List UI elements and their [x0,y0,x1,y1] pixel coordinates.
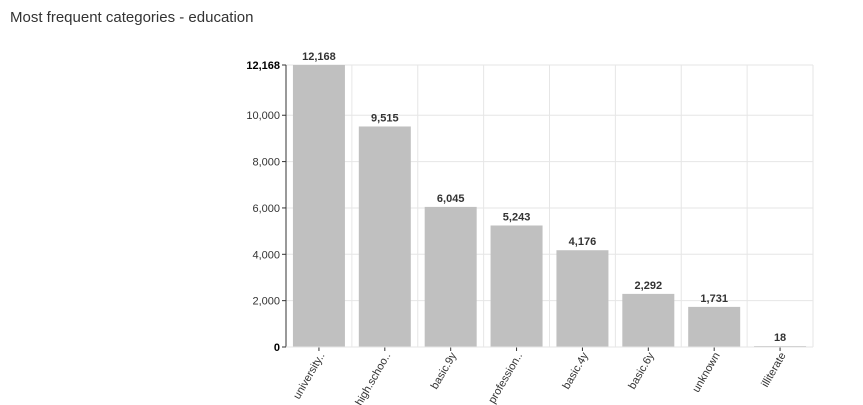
page-title: Most frequent categories - education [10,9,254,26]
x-category-label: basic.6y [626,350,657,391]
bar-2[interactable] [424,206,477,347]
bar-value-label: 12,168 [302,51,336,63]
bar-6[interactable] [688,306,741,347]
bars-layer [292,65,807,347]
bar-value-label: 2,292 [635,280,663,292]
bar-4[interactable] [556,250,609,347]
bar-value-label: 9,515 [371,112,399,124]
bar-value-label: 5,243 [503,211,531,223]
bar-3[interactable] [490,225,543,347]
y-tick-label: 0 [274,342,280,354]
grid-layer [286,64,814,347]
y-tick-label: 6,000 [252,203,280,215]
y-tick-label: 8,000 [252,157,280,169]
bar-0[interactable] [292,65,345,347]
axis-layer [282,64,813,351]
y-tick-label: 10,000 [246,110,280,122]
x-category-label: high.schoo.. [353,351,393,405]
bar-value-label: 1,731 [700,293,728,305]
bar-value-label: 4,176 [569,236,597,248]
y-tick-label: 2,000 [252,296,280,308]
x-category-label: unknown [690,351,722,395]
x-category-label: basic.9y [429,350,460,391]
bar-value-label: 18 [774,332,786,344]
x-category-label: profession.. [486,351,525,405]
x-category-label: basic.4y [560,350,591,391]
bar-1[interactable] [358,126,411,347]
bar-5[interactable] [622,293,675,347]
x-category-label: university.. [291,351,327,402]
y-tick-label: 4,000 [252,249,280,261]
bar-value-label: 6,045 [437,193,465,205]
y-tick-label: 12,168 [246,60,280,72]
x-category-label: illiterate [759,351,788,390]
